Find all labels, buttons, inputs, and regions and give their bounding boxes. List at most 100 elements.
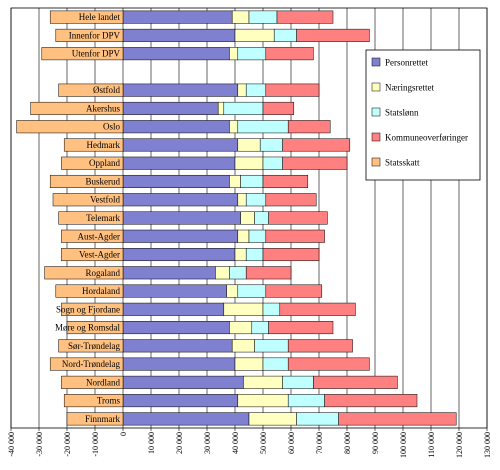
bar-segment <box>245 193 267 207</box>
legend-label: Næringsrettet <box>385 83 434 93</box>
bar-segment <box>237 193 247 207</box>
bar-segment <box>217 101 225 115</box>
legend-label: Kommuneoverføringer <box>385 133 468 143</box>
bar-segment <box>324 394 418 408</box>
bar-segment <box>237 229 250 243</box>
bar-segment <box>61 229 124 243</box>
tick-label: 80 000 <box>343 432 352 454</box>
bar-segment <box>245 83 267 97</box>
bar-segment <box>287 120 331 134</box>
legend-label: Personrettet <box>385 58 428 68</box>
category-label: Troms <box>97 396 121 406</box>
bar-segment <box>66 321 124 335</box>
bar-segment <box>231 10 250 24</box>
bar-segment <box>243 375 283 389</box>
bar-segment <box>268 321 334 335</box>
bar-segment <box>122 357 236 371</box>
bar-segment <box>268 211 328 225</box>
bar-segment <box>58 83 124 97</box>
bar-segment <box>234 28 275 42</box>
category-label: Hordaland <box>82 286 120 296</box>
bar-segment <box>265 83 320 97</box>
bar-segment <box>122 229 239 243</box>
category-label: Telemark <box>86 213 120 223</box>
legend: Personrettet Næringsrettet Statslønn Kommun… <box>365 49 481 181</box>
tick-label: 50 000 <box>259 432 268 454</box>
bar-segment <box>58 211 124 225</box>
bar-segment <box>122 138 239 152</box>
bar-segment <box>122 83 239 97</box>
bar-segment <box>63 138 124 152</box>
bar-segment <box>122 47 230 61</box>
bar-segment <box>237 394 289 408</box>
bar-segment <box>282 156 348 170</box>
category-label: Nord-Trøndelag <box>62 359 121 369</box>
x-axis: -40 000 -30 000 -20 000 -10 000 0 10 000 20 00… <box>7 428 492 458</box>
category-label: Vest-Agder <box>79 250 120 260</box>
legend-swatch <box>371 132 381 142</box>
bar-segment <box>296 28 370 42</box>
bar-segment <box>229 266 247 280</box>
legend-box <box>365 49 481 181</box>
bar-segment <box>122 10 233 24</box>
bar-segment <box>287 357 370 371</box>
bar-segment <box>122 28 236 42</box>
bar-segment <box>265 47 314 61</box>
category-label: Oslo <box>103 122 121 132</box>
bar-segment <box>122 321 230 335</box>
tick-label: -20 000 <box>63 432 72 457</box>
tick-label: 90 000 <box>371 432 380 454</box>
bar-segment <box>55 28 124 42</box>
category-label: Hele landet <box>79 12 121 22</box>
category-label: Nordland <box>86 377 120 387</box>
category-label: Utenfor DPV <box>72 49 121 59</box>
category-label: Sogn og Fjordane <box>56 304 120 314</box>
bar-segment <box>237 138 261 152</box>
category-label: Rogaland <box>86 268 121 278</box>
bar-segment <box>234 248 247 262</box>
category-label: Sør-Trøndelag <box>68 341 120 351</box>
bar-segment <box>296 412 339 426</box>
tick-label: -40 000 <box>7 432 16 457</box>
bar-segment <box>254 211 269 225</box>
tick-label: 0 <box>119 432 128 436</box>
bar-segment <box>287 394 325 408</box>
bar-segment <box>282 138 351 152</box>
bar-segment <box>61 248 124 262</box>
tick-label: 120 000 <box>455 432 464 458</box>
bar-segment <box>265 193 317 207</box>
bar-segment <box>122 284 227 298</box>
category-label: Hedmark <box>87 140 121 150</box>
bar-segment <box>49 10 124 24</box>
bar-segment <box>313 375 398 389</box>
bar-segment <box>30 101 124 115</box>
bar-segment <box>237 47 267 61</box>
bar-segment <box>237 284 267 298</box>
bar-segment <box>234 156 264 170</box>
bar-segment <box>16 120 124 134</box>
bar-segment <box>231 339 255 353</box>
legend-swatch <box>371 82 381 92</box>
category-label: Oppland <box>89 158 120 168</box>
category-label: Innenfor DPV <box>69 30 121 40</box>
tick-label: 60 000 <box>287 432 296 454</box>
bar-segment <box>254 339 289 353</box>
bar-segment <box>240 211 255 225</box>
bar-segment <box>61 302 124 316</box>
bar-segment <box>61 156 124 170</box>
bar-segment <box>229 120 239 134</box>
bar-segment <box>245 266 292 280</box>
tick-label: 10 000 <box>147 432 156 454</box>
tick-label: 70 000 <box>315 432 324 454</box>
bar-segment <box>41 47 124 61</box>
bar-segment <box>122 156 236 170</box>
bar-segment <box>262 357 289 371</box>
bar-segment <box>63 394 124 408</box>
bar-segment <box>122 375 244 389</box>
category-label: Aust-Agder <box>78 231 121 241</box>
bar-segment <box>262 156 283 170</box>
category-label: Buskerud <box>86 176 121 186</box>
bar-segment <box>287 339 353 353</box>
bar-segment <box>122 248 236 262</box>
